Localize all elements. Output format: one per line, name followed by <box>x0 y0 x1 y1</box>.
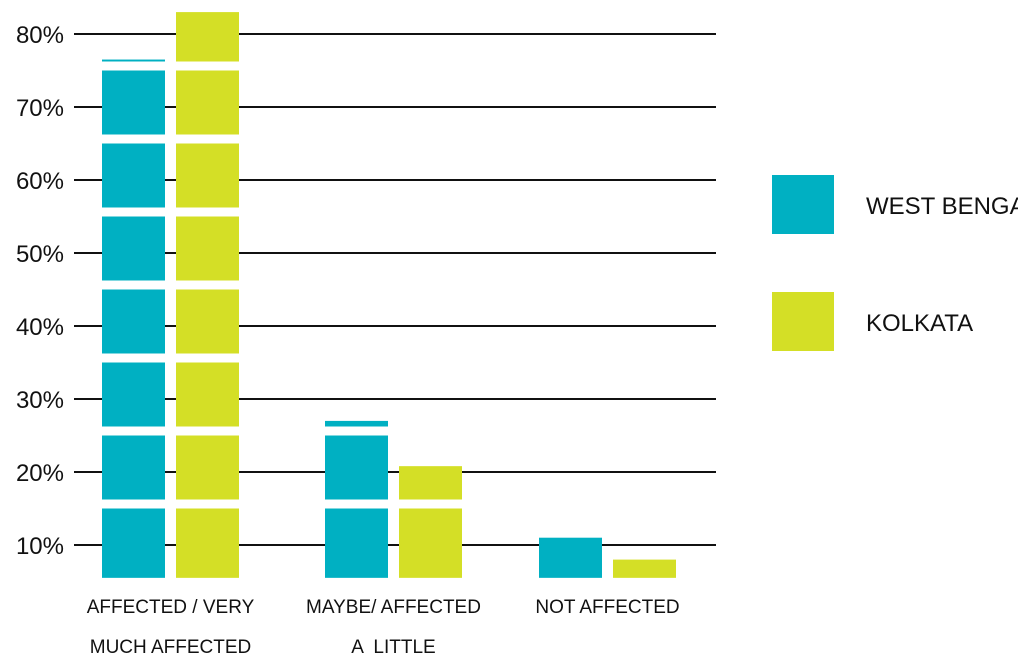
bar-kolkata <box>613 559 676 578</box>
bar-segment <box>539 537 602 578</box>
bar-segment <box>176 216 239 281</box>
y-tick-label: 60% <box>16 168 64 195</box>
bar-segment <box>102 143 165 208</box>
bar-segment <box>102 289 165 354</box>
x-category-label: MAYBE/ AFFECTED <box>306 597 481 618</box>
x-category-label: A LITTLE <box>351 637 435 657</box>
bar-west-bengal <box>325 420 388 578</box>
x-category-label: AFFECTED / VERY <box>87 597 255 618</box>
bar-west-bengal <box>102 59 165 578</box>
y-tick-label: 80% <box>16 22 64 49</box>
bar-west-bengal <box>539 537 602 578</box>
bar-segment <box>399 466 462 500</box>
bar-segment <box>176 289 239 354</box>
bar-segment <box>325 508 388 578</box>
x-category-label: MUCH AFFECTED <box>90 637 252 657</box>
bar-kolkata <box>176 12 239 578</box>
x-axis-categories: AFFECTED / VERY MUCH AFFECTED MAYBE/ AFFEC… <box>87 597 680 657</box>
bar-segment <box>102 59 165 62</box>
legend-swatch <box>772 292 834 351</box>
y-tick-label: 20% <box>16 460 64 487</box>
y-tick-label: 10% <box>16 533 64 560</box>
bar-segment <box>176 12 239 62</box>
bars <box>102 12 676 578</box>
y-tick-label: 70% <box>16 95 64 122</box>
bar-segment <box>176 508 239 578</box>
legend-swatch <box>772 175 834 234</box>
bar-segment <box>613 559 676 578</box>
y-tick-label: 40% <box>16 314 64 341</box>
y-axis-ticks: 10% 20% 30% 40% 50% 60% 70% 80% <box>16 22 64 560</box>
bar-segment <box>102 216 165 281</box>
bar-segment <box>176 362 239 427</box>
y-tick-label: 30% <box>16 387 64 414</box>
bar-segment <box>325 435 388 500</box>
bar-segment <box>102 70 165 135</box>
bar-segment <box>176 143 239 208</box>
bar-kolkata <box>399 466 462 578</box>
bar-segment <box>102 362 165 427</box>
y-tick-label: 50% <box>16 241 64 268</box>
legend-label: WEST BENGAL <box>866 193 1018 220</box>
legend-label: KOLKATA <box>866 310 973 337</box>
legend: WEST BENGAL KOLKATA <box>772 175 1018 351</box>
bar-segment <box>102 508 165 578</box>
bar-segment <box>176 435 239 500</box>
x-category-label: NOT AFFECTED <box>535 597 679 618</box>
bar-segment <box>102 435 165 500</box>
bar-segment <box>325 420 388 427</box>
bar-segment <box>176 70 239 135</box>
bar-segment <box>399 508 462 578</box>
gridlines <box>74 33 716 546</box>
